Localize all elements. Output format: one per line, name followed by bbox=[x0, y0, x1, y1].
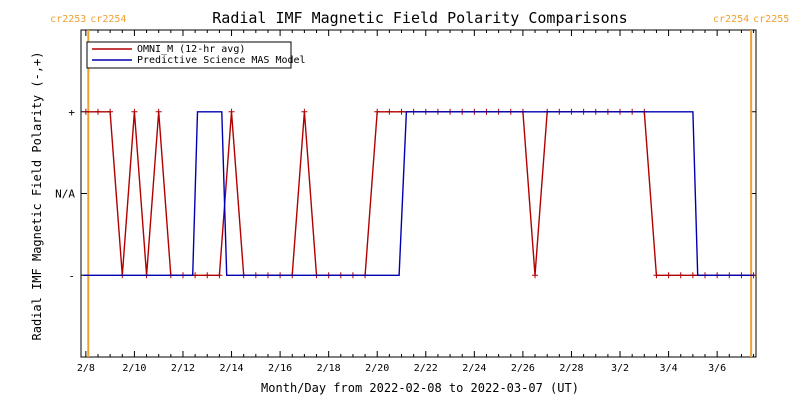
x-tick-label: 2/24 bbox=[462, 363, 486, 374]
y-tick-label: + bbox=[68, 106, 75, 119]
carrington-label-left: cr2254 bbox=[713, 14, 749, 25]
x-tick-label: 2/28 bbox=[559, 363, 583, 374]
data-point bbox=[677, 272, 684, 279]
chart-title: Radial IMF Magnetic Field Polarity Compa… bbox=[212, 9, 627, 27]
x-tick-label: 2/14 bbox=[219, 363, 243, 374]
x-tick-label: 2/12 bbox=[171, 363, 195, 374]
x-tick-label: 3/4 bbox=[660, 363, 678, 374]
axes-layer: 2/8 2/10 2/12 2/14 2/16 2/18 2/20 2/22 2/24 2/26 2… bbox=[55, 29, 757, 374]
x-tick-label: 2/16 bbox=[268, 363, 292, 374]
series-line-1 bbox=[83, 111, 754, 276]
data-point bbox=[301, 108, 308, 115]
legend: OMNI_M (12-hr avg) Predictive Science MA… bbox=[86, 41, 306, 69]
data-point bbox=[107, 108, 114, 115]
plot-frame bbox=[80, 29, 757, 358]
data-point bbox=[532, 272, 539, 279]
data-point bbox=[82, 108, 89, 115]
x-tick-label: 2/20 bbox=[365, 363, 389, 374]
data-point bbox=[374, 108, 381, 115]
legend-label-omni: OMNI_M (12-hr avg) bbox=[137, 44, 245, 55]
y-tick-label: N/A bbox=[55, 188, 75, 201]
series-line-0 bbox=[85, 111, 754, 276]
data-point bbox=[653, 272, 660, 279]
x-tick-label: 2/10 bbox=[122, 363, 146, 374]
legend-box bbox=[86, 41, 292, 69]
x-tick-label: 2/18 bbox=[317, 363, 341, 374]
carrington-label-right: cr2255 bbox=[753, 14, 789, 25]
data-point bbox=[386, 108, 393, 115]
carrington-label-left: cr2253 bbox=[50, 14, 86, 25]
data-point bbox=[204, 272, 211, 279]
data-point bbox=[228, 108, 235, 115]
x-tick-label: 2/26 bbox=[511, 363, 535, 374]
data-point bbox=[155, 108, 162, 115]
data-point bbox=[398, 108, 405, 115]
carrington-markers: cr2253 cr2254 cr2254 cr2255 bbox=[50, 14, 789, 357]
carrington-label-right: cr2254 bbox=[90, 14, 126, 25]
y-axis-label: Radial IMF Magnetic Field Polarity (-,+) bbox=[30, 52, 44, 341]
x-tick-label: 2/22 bbox=[414, 363, 438, 374]
x-axis-label: Month/Day from 2022-02-08 to 2022-03-07 … bbox=[261, 381, 579, 395]
x-tick-label: 3/6 bbox=[708, 363, 726, 374]
x-tick-label: 3/2 bbox=[611, 363, 629, 374]
data-point bbox=[665, 272, 672, 279]
data-point bbox=[689, 272, 696, 279]
data-point bbox=[94, 108, 101, 115]
series-layer bbox=[82, 108, 757, 279]
data-point bbox=[216, 272, 223, 279]
legend-label-mas: Predictive Science MAS Model bbox=[137, 55, 306, 66]
x-tick-label: 2/8 bbox=[77, 363, 95, 374]
y-tick-label: - bbox=[68, 269, 75, 282]
data-point bbox=[131, 108, 138, 115]
